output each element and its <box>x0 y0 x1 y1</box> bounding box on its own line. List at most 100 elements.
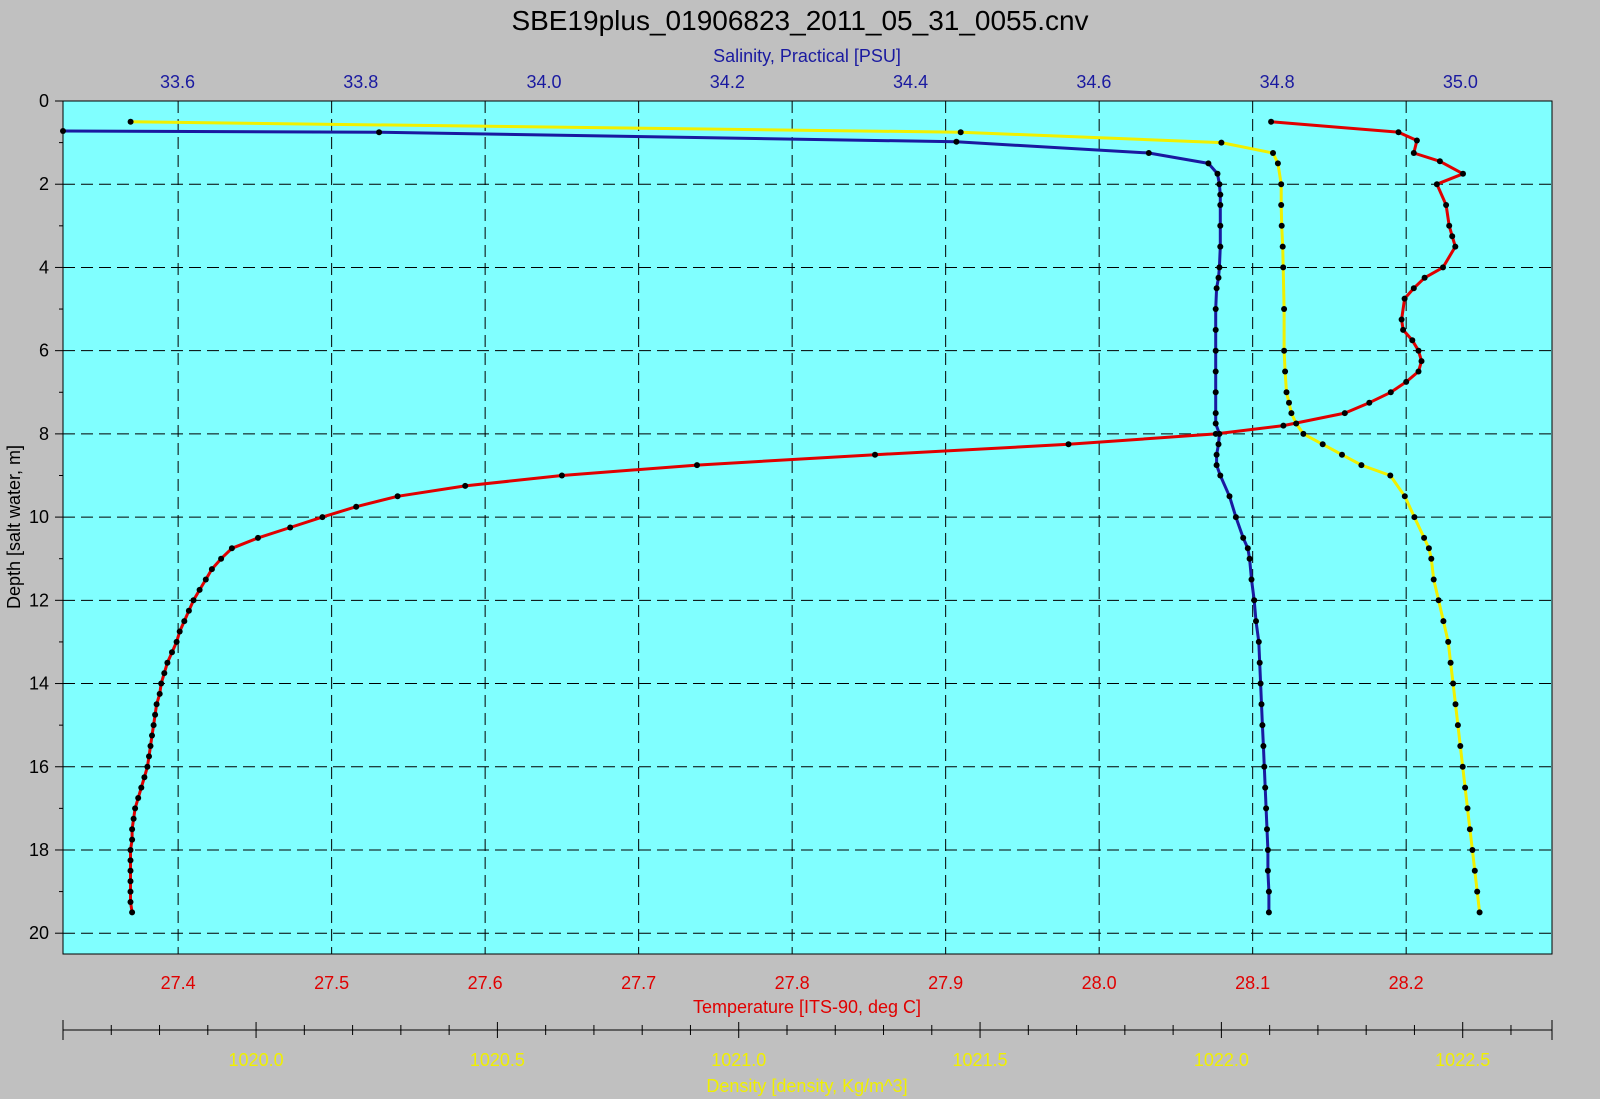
temperature-data-point <box>218 555 225 562</box>
density-series-line <box>130 120 1482 913</box>
density-data-point <box>1319 441 1326 448</box>
density-data-point <box>127 118 134 125</box>
salinity-data-point <box>1212 389 1219 396</box>
salinity-data-point <box>1216 430 1223 437</box>
temperature-data-point <box>146 753 152 760</box>
density-data-point <box>1286 399 1292 406</box>
salinity-data-point <box>1246 555 1253 562</box>
salinity-data-point <box>1217 243 1224 250</box>
temperature-data-point <box>129 909 136 916</box>
salinity-tick-label: 34.2 <box>710 72 745 92</box>
density-data-point <box>1281 306 1288 312</box>
temperature-data-point <box>1280 422 1287 429</box>
density-data-point <box>1281 347 1288 354</box>
temperature-data-point <box>153 701 160 708</box>
salinity-data-point <box>1216 181 1223 188</box>
salinity-data-point <box>1212 326 1219 333</box>
temperature-data-point <box>208 566 215 573</box>
depth-tick-label: 10 <box>29 507 49 527</box>
density-data-point <box>1274 160 1281 167</box>
density-data-point <box>1278 222 1285 229</box>
salinity-tick-label: 34.6 <box>1076 72 1111 92</box>
salinity-data-point <box>1217 202 1224 208</box>
salinity-data-point <box>1215 274 1222 281</box>
density-data-point <box>1358 462 1365 469</box>
temperature-tick-label: 28.1 <box>1235 973 1270 993</box>
salinity-data-point <box>1215 441 1222 448</box>
salinity-data-point <box>1212 420 1219 427</box>
density-data-point <box>1459 763 1466 770</box>
data-series <box>60 118 1483 916</box>
salinity-data-point <box>1232 514 1239 521</box>
temperature-data-point <box>158 680 165 687</box>
temperature-data-point <box>127 867 134 874</box>
salinity-data-point <box>1216 264 1223 271</box>
temperature-data-point <box>1403 378 1410 385</box>
temperature-data-point <box>1409 337 1416 344</box>
temperature-data-point <box>161 670 168 677</box>
salinity-data-point <box>1212 410 1219 417</box>
chart-title: SBE19plus_01906823_2011_05_31_0055.cnv <box>511 5 1088 36</box>
depth-tick-label: 16 <box>29 757 49 777</box>
salinity-data-point <box>1264 847 1271 853</box>
temperature-data-point <box>1398 316 1405 323</box>
temperature-data-point <box>190 597 197 604</box>
salinity-data-point <box>1248 576 1255 583</box>
salinity-tick-label: 34.0 <box>527 72 562 92</box>
depth-tick-label: 4 <box>39 257 49 277</box>
density-data-point <box>1401 493 1408 500</box>
temperature-data-point <box>173 638 180 645</box>
temperature-data-point <box>132 805 139 812</box>
salinity-data-point <box>60 128 66 134</box>
temperature-data-point <box>1452 243 1459 250</box>
density-data-point <box>1462 784 1469 791</box>
temperature-data-point <box>1410 150 1417 156</box>
temperature-data-point <box>1413 137 1420 144</box>
depth-tick-label: 14 <box>29 674 49 694</box>
density-data-point <box>1476 909 1483 916</box>
density-data-point <box>1278 181 1285 188</box>
salinity-data-point <box>376 129 383 136</box>
salinity-data-point <box>1258 701 1265 708</box>
temperature-data-point <box>1366 399 1373 406</box>
temperature-data-point <box>135 795 142 801</box>
temperature-data-point <box>164 659 171 666</box>
depth-tick-label: 8 <box>39 424 49 444</box>
density-data-point <box>1293 420 1300 427</box>
temperature-data-point <box>1065 441 1072 448</box>
temperature-data-point <box>127 878 134 885</box>
temperature-data-point <box>872 451 878 458</box>
salinity-data-point <box>1212 347 1219 354</box>
salinity-data-point <box>1264 867 1271 874</box>
density-axis-label: Density [density, Kg/m^3] <box>706 1076 907 1096</box>
axes: 0 2 4 6 8 10 12 14 16 18 20 27.4 27.5 27.6 27.7 27.8 27.… <box>29 72 1553 1070</box>
density-data-point <box>1474 888 1481 895</box>
temperature-data-point <box>150 722 157 729</box>
temperature-data-point <box>144 763 151 770</box>
density-tick-label: 1021.5 <box>953 1050 1008 1070</box>
salinity-tick-label: 34.8 <box>1260 72 1295 92</box>
salinity-data-point <box>1263 805 1270 812</box>
density-data-point <box>1428 555 1435 562</box>
grid-lines <box>63 101 1552 954</box>
salinity-tick-label: 34.4 <box>893 72 928 92</box>
temperature-data-point <box>185 607 192 614</box>
density-data-point <box>1454 722 1461 729</box>
depth-tick-label: 18 <box>29 840 49 860</box>
temperature-data-point <box>147 743 154 749</box>
salinity-data-point <box>1217 472 1224 479</box>
temperature-data-point <box>319 514 326 521</box>
salinity-data-point <box>1217 191 1224 198</box>
salinity-data-point <box>1265 888 1272 895</box>
temperature-data-point <box>694 462 700 469</box>
temperature-data-point <box>353 503 360 510</box>
temperature-data-point <box>176 628 183 635</box>
temperature-data-point <box>1433 181 1440 188</box>
temperature-data-point <box>228 545 235 552</box>
temperature-data-point <box>1268 118 1275 125</box>
temperature-data-point <box>394 493 401 500</box>
temperature-data-point <box>1449 233 1456 240</box>
temperature-data-point <box>1460 170 1466 177</box>
salinity-data-point <box>1145 150 1152 156</box>
temperature-data-point <box>141 774 148 781</box>
